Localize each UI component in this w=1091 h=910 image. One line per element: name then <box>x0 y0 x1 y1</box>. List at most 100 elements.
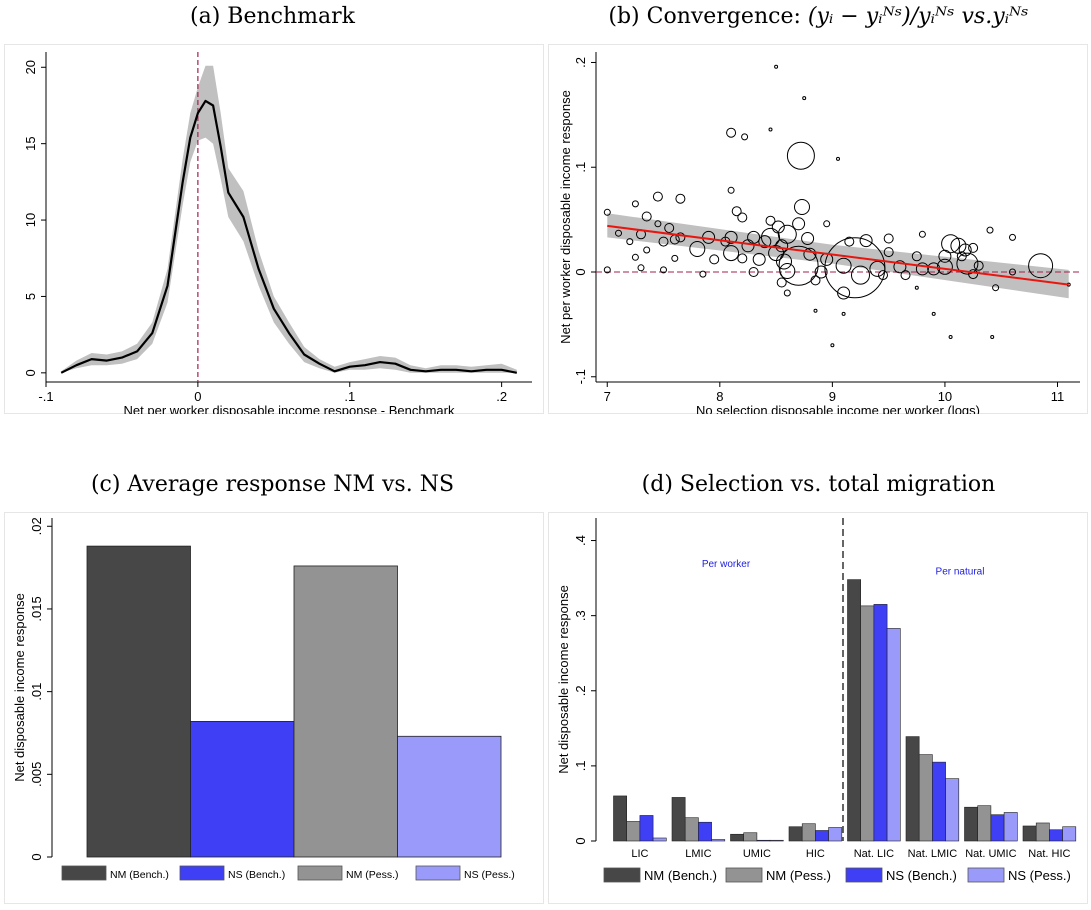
bar <box>847 579 861 842</box>
bar <box>1022 825 1037 842</box>
caption-b-prefix: (b) Convergence: <box>608 4 808 29</box>
y-tick-label: 20 <box>23 60 38 74</box>
y-tick-label: -.1 <box>573 369 588 384</box>
legend-swatch <box>415 865 461 881</box>
scatter-point <box>803 247 817 261</box>
scatter-point <box>810 275 821 286</box>
chart-d-frame <box>548 512 1088 904</box>
bar <box>873 604 888 842</box>
scatter-point <box>615 229 622 237</box>
category-label: UMIC <box>743 848 771 860</box>
legend-label: NS (Pess.) <box>464 869 515 881</box>
scatter-point <box>626 238 634 246</box>
scatter-point <box>765 215 776 226</box>
group-label-per-worker: Per worker <box>702 559 751 570</box>
chart-d-panel: 0 .1 .2 .3 .4 Net disposable income response L… <box>548 512 1088 904</box>
bar <box>190 720 295 858</box>
scatter-point <box>938 249 952 263</box>
scatter-point <box>956 251 967 262</box>
y-tick-label: .3 <box>573 610 588 621</box>
scatter-point <box>851 265 870 285</box>
bar <box>1062 826 1077 842</box>
bar <box>905 736 920 842</box>
scatter-point <box>990 335 995 339</box>
scatter-point <box>911 251 922 262</box>
scatter-point <box>992 284 1000 292</box>
scatter-point <box>658 236 669 247</box>
x-tick-label: 8 <box>716 389 723 404</box>
caption-c: (c) Average response NM vs. NS <box>90 472 455 497</box>
scatter-point <box>671 254 679 262</box>
legend-label: NM (Bench.) <box>110 869 169 881</box>
y-tick-label: .1 <box>573 760 588 771</box>
x-tick-label: 10 <box>938 389 952 404</box>
scatter-point <box>741 133 749 141</box>
y-tick-label: .005 <box>29 762 44 787</box>
chart-b-panel: -.1 0 .1 .2 7 8 9 10 11 No selection disposable i… <box>548 44 1088 414</box>
scatter-point <box>918 230 926 238</box>
legend-swatch <box>297 865 343 881</box>
caption-a: (a) Benchmark <box>190 4 355 29</box>
bar <box>801 823 816 842</box>
chart-c-bars: 0 .005 .01 .015 .02 Net disposable income res… <box>4 512 544 904</box>
scatter-point <box>741 239 755 253</box>
scatter-point <box>968 242 979 253</box>
scatter-point <box>1009 268 1016 276</box>
caption-d: (d) Selection vs. total migration <box>641 472 996 497</box>
scatter-point <box>748 267 759 277</box>
scatter-point <box>915 262 929 276</box>
bar <box>730 833 744 842</box>
scatter-point <box>830 343 835 348</box>
scatter-point <box>768 127 773 132</box>
scatter-point <box>859 234 873 248</box>
scatter-point <box>637 264 645 272</box>
bar <box>293 565 398 858</box>
category-label: HIC <box>806 848 825 860</box>
caption-b: (b) Convergence: (yᵢ − yᵢᴺˢ)/yᵢᴺˢ vs.yᵢᴺ… <box>546 4 1091 29</box>
scatter-point <box>631 253 639 261</box>
legend-label: NS (Pess.) <box>1008 868 1071 883</box>
scatter-point <box>786 141 815 170</box>
scatter-point <box>752 252 766 266</box>
y-tick-label: 0 <box>573 837 588 844</box>
chart-d-bars: 0 .1 .2 .3 .4 Net disposable income response L… <box>548 512 1088 904</box>
y-tick-label: .2 <box>573 57 588 68</box>
scatter-point <box>836 156 840 161</box>
density-line <box>60 99 518 374</box>
legend-label: NM (Pess.) <box>346 869 399 881</box>
bar <box>743 832 758 842</box>
x-tick-label: .2 <box>496 389 507 404</box>
bar <box>932 761 946 842</box>
category-label: LMIC <box>685 848 711 860</box>
y-axis-label: Net per worker disposable income respons… <box>558 90 573 344</box>
x-tick-label: .1 <box>344 389 355 404</box>
fit-line <box>607 224 1069 286</box>
scatter-point <box>689 241 706 257</box>
bar <box>671 797 686 842</box>
y-tick-label: 0 <box>573 268 588 275</box>
bar <box>977 805 992 842</box>
scatter-point <box>841 311 846 316</box>
scatter-point <box>823 220 831 228</box>
scatter-point <box>869 260 886 277</box>
bar <box>945 778 960 842</box>
scatter-point <box>654 220 662 228</box>
chart-c-panel: 0 .005 .01 .015 .02 Net disposable income res… <box>4 512 544 904</box>
scatter-point <box>631 200 639 208</box>
scatter-point <box>776 253 792 270</box>
y-tick-label: .1 <box>573 162 588 173</box>
y-tick-label: 0 <box>29 853 44 860</box>
legend-label: NS (Bench.) <box>886 868 957 883</box>
legend-label: NM (Bench.) <box>644 868 717 883</box>
scatter-point <box>737 212 748 223</box>
x-tick-label: 0 <box>194 389 201 404</box>
bar <box>860 605 875 842</box>
bar <box>86 545 191 858</box>
legend-swatch <box>603 867 641 883</box>
x-axis-label: Net per worker disposable income respons… <box>124 403 455 414</box>
scatter-point <box>727 186 735 194</box>
bar <box>613 795 627 842</box>
bar <box>652 837 667 842</box>
caption-b-formula: (yᵢ − yᵢᴺˢ)/yᵢᴺˢ vs.yᵢᴺˢ <box>807 4 1029 29</box>
bar <box>1035 822 1050 842</box>
